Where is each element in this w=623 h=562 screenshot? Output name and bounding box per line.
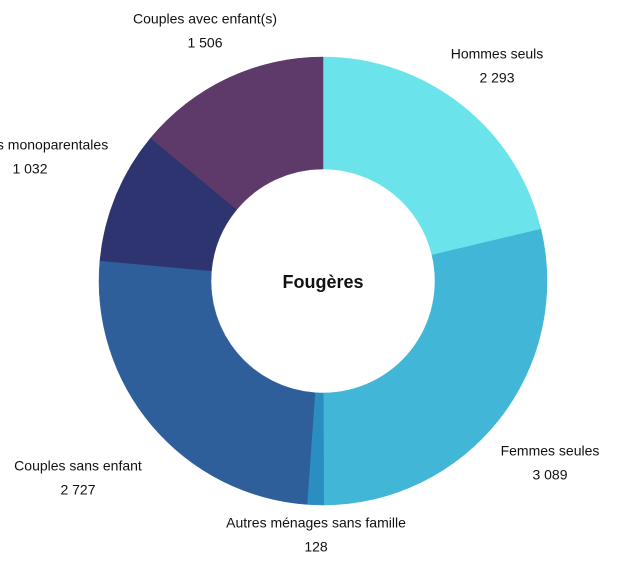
value-label: 2 727 bbox=[60, 482, 95, 498]
slice-label: Autres ménages sans famille bbox=[226, 515, 406, 531]
slice-label: Couples avec enfant(s) bbox=[133, 11, 277, 27]
donut-slice bbox=[323, 228, 548, 506]
value-label: 1 506 bbox=[187, 35, 222, 51]
slice-label: Familles monoparentales bbox=[0, 137, 108, 153]
value-label: 128 bbox=[304, 539, 328, 555]
value-label: 1 032 bbox=[12, 161, 47, 177]
chart-title: Fougères bbox=[282, 272, 363, 292]
donut-slice bbox=[322, 56, 542, 256]
donut-slice bbox=[98, 260, 316, 505]
slice-label: Couples sans enfant bbox=[14, 458, 142, 474]
value-label: 2 293 bbox=[479, 70, 514, 86]
slice-label: Femmes seules bbox=[501, 443, 600, 459]
value-label: 3 089 bbox=[532, 467, 567, 483]
slice-label: Hommes seuls bbox=[451, 46, 544, 62]
donut-slice bbox=[150, 56, 324, 210]
